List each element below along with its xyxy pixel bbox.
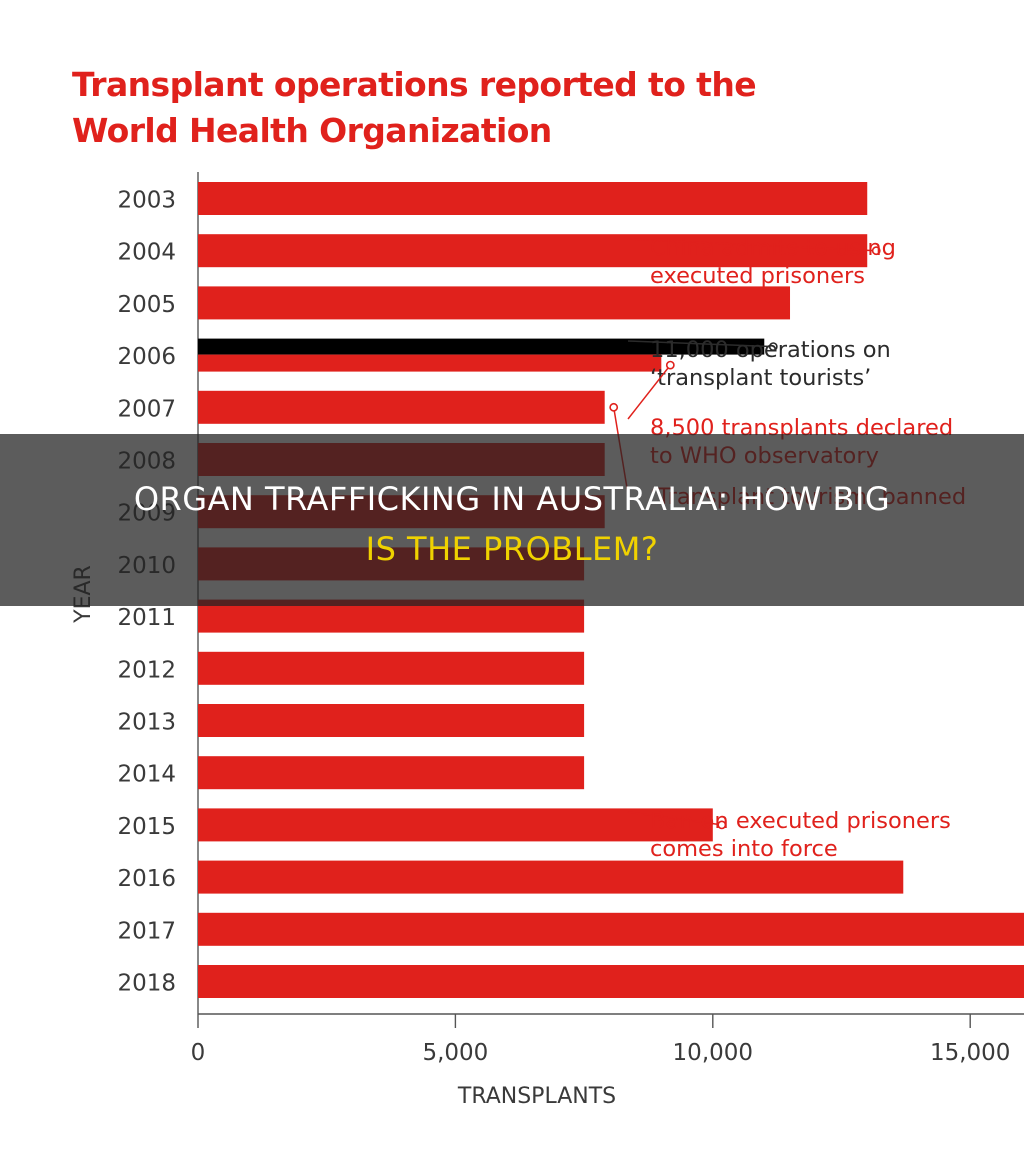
y-tick-label: 2013 (117, 710, 176, 736)
annotation-text: executed prisoners (650, 263, 865, 289)
bar-2007 (198, 390, 605, 424)
y-tick-label: 2017 (117, 918, 176, 944)
annotation-marker (717, 820, 727, 830)
y-tick-label: 2012 (117, 657, 176, 683)
annotation-marker (665, 360, 675, 370)
bar-2018 (198, 965, 1024, 998)
bar-2004 (198, 234, 868, 268)
annotation-marker (768, 342, 778, 351)
annotation-leader-line (627, 340, 774, 348)
headline: Organ Trafficking in Australia: How Big … (0, 474, 1024, 574)
annotation-text: 11,000 operations on (650, 337, 891, 363)
chart-title: Transplant operations reported to the Wo… (72, 62, 757, 154)
y-tick-label: 2015 (117, 814, 176, 840)
y-tick-label: 2005 (117, 292, 176, 318)
annotation-marker (871, 246, 881, 256)
annotation-marker (609, 402, 619, 412)
annotation-text: comes into force (650, 836, 838, 862)
y-tick-label: 2003 (117, 188, 176, 214)
bar-2013 (198, 704, 585, 737)
headline-line-1: Organ Trafficking in Australia: How Big (133, 480, 891, 518)
bar-2017 (198, 912, 1024, 946)
y-tick-label: 2011 (117, 605, 176, 631)
y-tick-label: 2018 (117, 971, 176, 997)
headline-line-2: Is the Problem? (365, 530, 659, 568)
annotation-text: ‘transplant tourists’ (650, 365, 871, 391)
y-tick-label: 2007 (117, 396, 176, 422)
headline-overlay-band (0, 434, 1024, 606)
chart-title-line-1: Transplant operations reported to the (72, 65, 757, 104)
x-tick-label: 5,000 (422, 1040, 488, 1066)
bar-2016 (198, 860, 904, 894)
x-tick-label: 15,000 (930, 1040, 1010, 1066)
y-tick-label: 2004 (117, 240, 176, 266)
bar-2006-highlight (198, 338, 765, 355)
y-tick-label: 2016 (117, 866, 176, 892)
x-axis-label: TRANSPLANTS (457, 1084, 616, 1109)
annotation-leader-line (627, 238, 877, 252)
annotation-leader-line (627, 811, 722, 826)
bar-2003 (198, 182, 868, 215)
bar-2015 (198, 808, 713, 842)
bar-2014 (198, 756, 585, 790)
x-tick-label: 10,000 (673, 1040, 753, 1066)
chart-title-line-2: World Health Organization (72, 111, 552, 150)
bar-2012 (198, 651, 585, 685)
y-tick-label: 2014 (117, 762, 176, 788)
annotation-leader-line (627, 364, 671, 420)
bar-2005 (198, 286, 791, 320)
x-tick-label: 0 (191, 1040, 206, 1066)
annotation-text: Ban on executed prisoners (650, 808, 951, 834)
y-tick-label: 2006 (117, 344, 176, 370)
bar-2006 (198, 354, 662, 372)
annotation-text: China admits to using (650, 235, 896, 261)
